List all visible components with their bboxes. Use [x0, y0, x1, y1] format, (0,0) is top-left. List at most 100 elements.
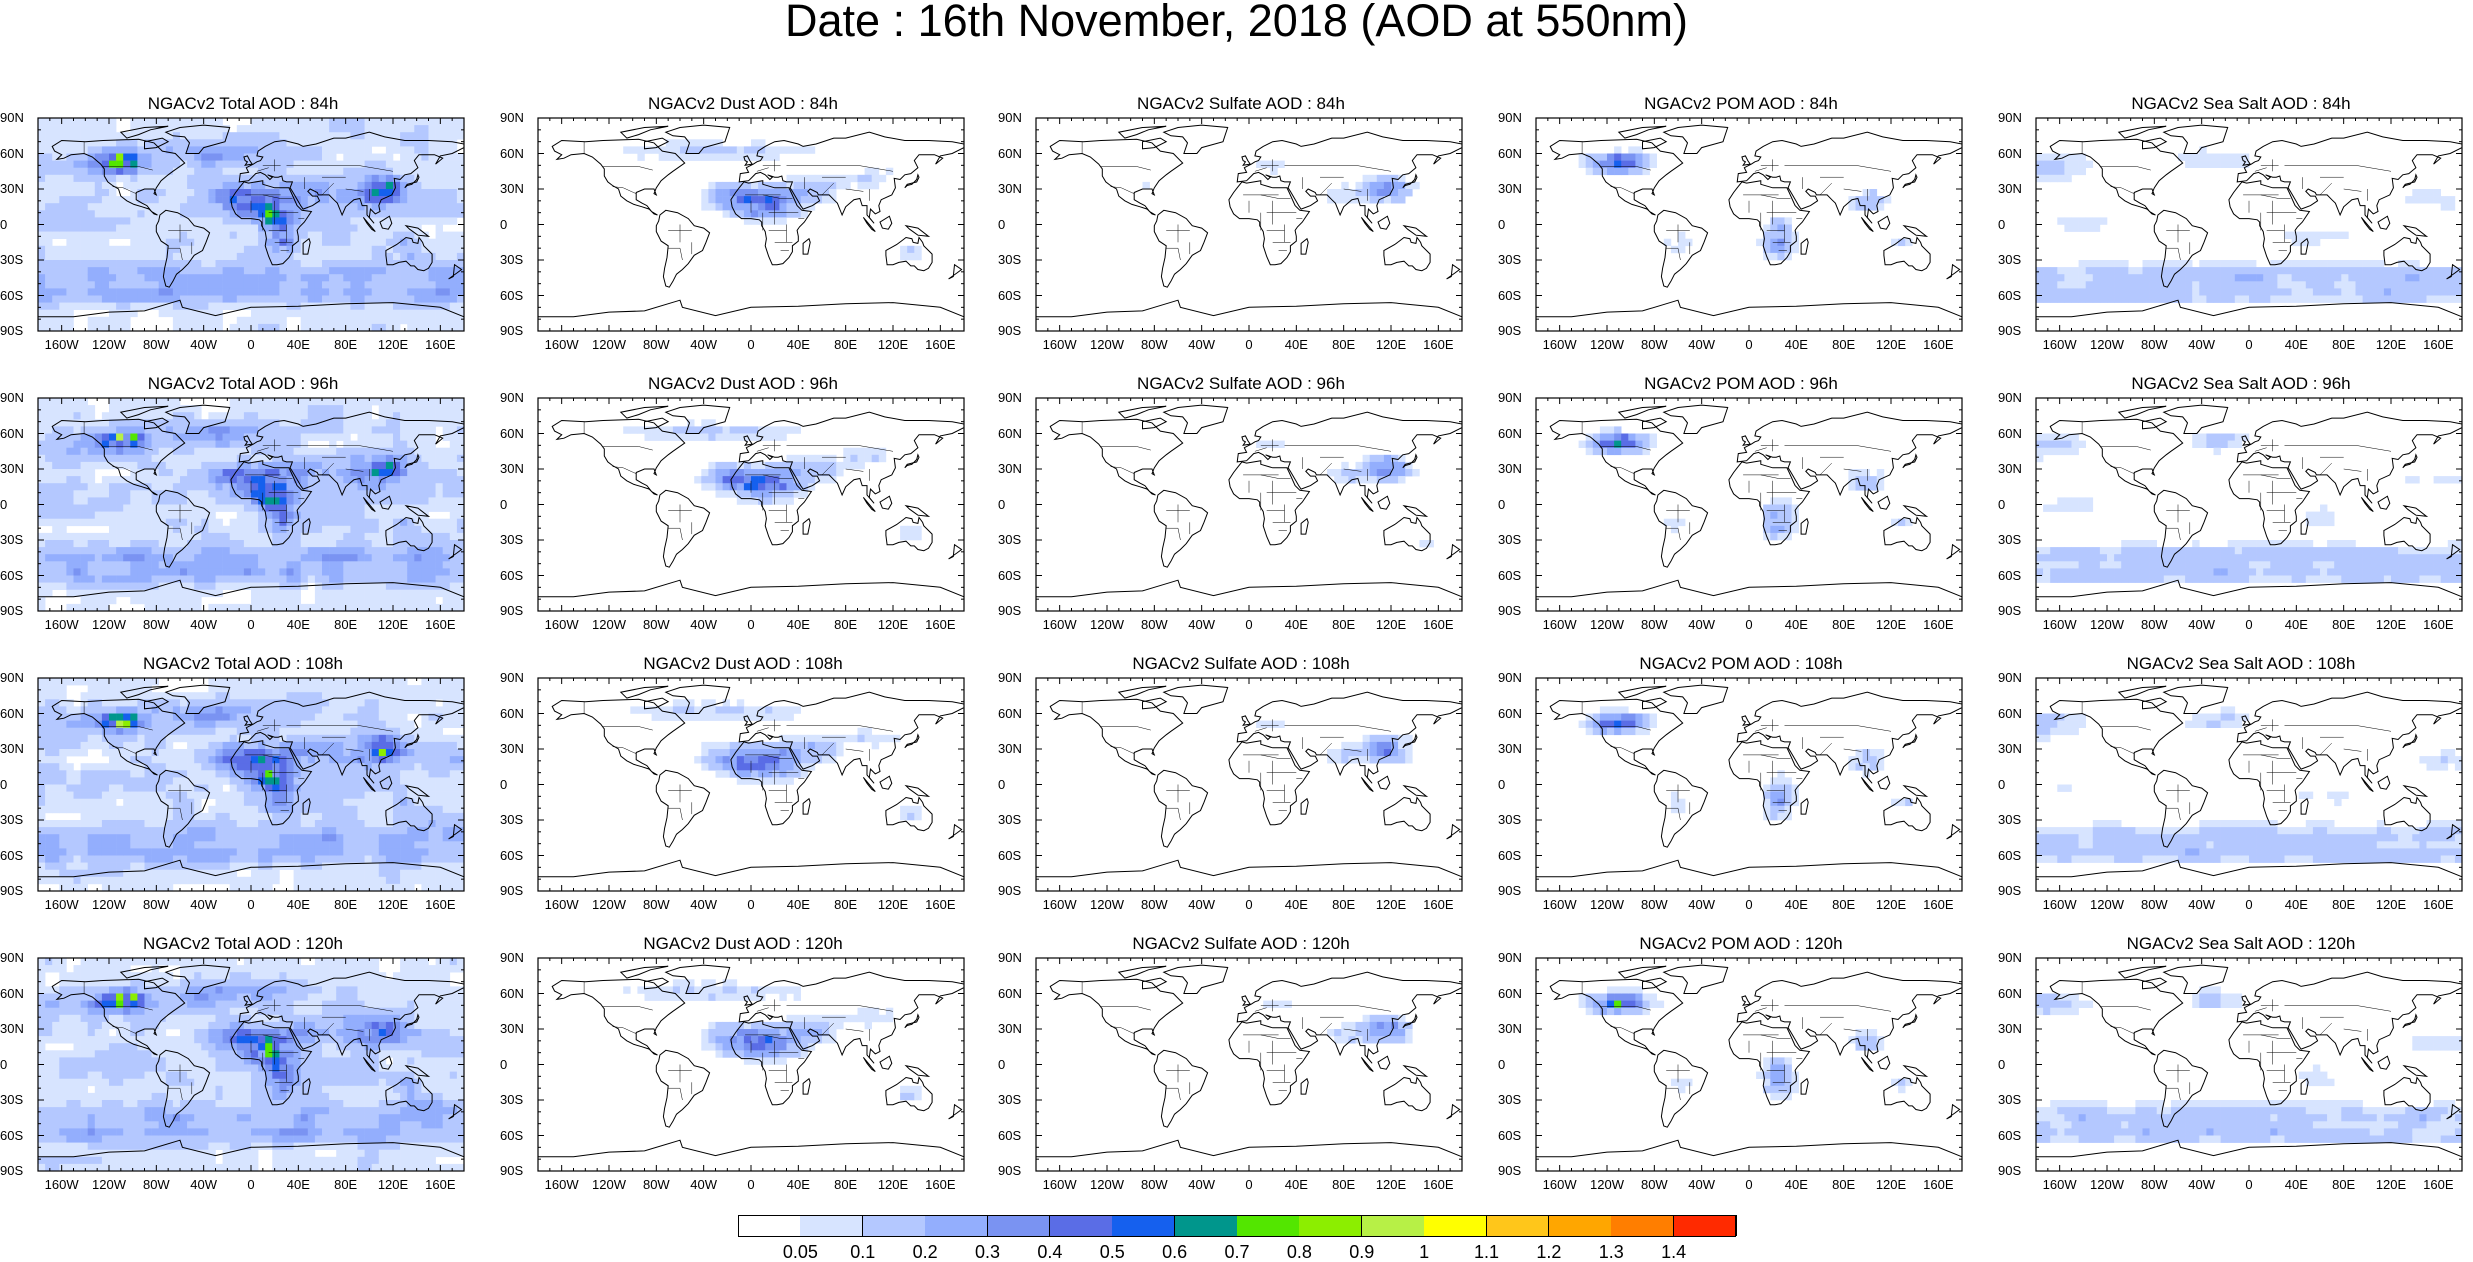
lon-tick-label: 0 — [2245, 1178, 2252, 1192]
lon-tick-label: 40W — [2188, 618, 2215, 632]
colorbar-box — [863, 1215, 926, 1236]
aod-field — [38, 678, 464, 891]
colorbar-box — [1487, 1215, 1550, 1236]
lon-tick-label: 120W — [1590, 1178, 1624, 1192]
lon-tick-label: 80E — [2332, 898, 2355, 912]
lat-tick-label: 60S — [998, 849, 1026, 863]
panel-title: NGACv2 Sulfate AOD : 96h — [1021, 374, 1461, 394]
map-frame — [1036, 398, 1462, 611]
lon-tick-label: 120E — [378, 338, 408, 352]
lon-tick-label: 80E — [2332, 1178, 2355, 1192]
lat-tick-label: 30N — [998, 742, 1026, 756]
lon-tick-label: 160W — [45, 618, 79, 632]
lon-tick-label: 120E — [1876, 898, 1906, 912]
lat-tick-label: 0 — [0, 1058, 28, 1072]
lon-tick-label: 40E — [1285, 898, 1308, 912]
map-plot — [38, 398, 466, 619]
lat-tick-label: 60N — [1498, 707, 1526, 721]
map-plot — [1036, 958, 1464, 1179]
lat-tick-label: 90S — [1998, 1164, 2026, 1178]
lat-tick-label: 90S — [1498, 604, 1526, 618]
lon-tick-label: 80W — [643, 618, 670, 632]
axis-ticks — [1036, 398, 1462, 611]
colorbar-box — [925, 1215, 988, 1236]
lon-tick-label: 120W — [2090, 618, 2124, 632]
lon-tick-label: 160W — [545, 898, 579, 912]
colorbar-label: 0.4 — [1037, 1243, 1062, 1261]
lon-tick-label: 40W — [190, 338, 217, 352]
lon-tick-label: 120W — [92, 618, 126, 632]
lat-tick-label: 30N — [1498, 182, 1526, 196]
aod-field — [2036, 986, 2462, 1143]
lon-tick-label: 0 — [1745, 338, 1752, 352]
colorbar-label: 1.1 — [1474, 1243, 1499, 1261]
aod-field — [2036, 434, 2462, 583]
lon-tick-label: 120E — [878, 618, 908, 632]
lon-tick-label: 120E — [1376, 338, 1406, 352]
lon-tick-label: 80E — [1832, 338, 1855, 352]
lon-tick-label: 160W — [1043, 338, 1077, 352]
lat-tick-label: 60S — [1998, 849, 2026, 863]
lat-tick-label: 90N — [998, 671, 1026, 685]
map-plot — [2036, 398, 2464, 619]
lon-tick-label: 40E — [1785, 338, 1808, 352]
axis-ticks — [1036, 958, 1462, 1171]
lon-tick-label: 40W — [1688, 338, 1715, 352]
aod-field — [623, 419, 922, 540]
map-plot — [1536, 958, 1964, 1179]
lat-tick-label: 60N — [998, 427, 1026, 441]
map-plot — [38, 118, 466, 339]
lon-tick-label: 0 — [1745, 898, 1752, 912]
coastlines — [1036, 685, 1462, 891]
lon-tick-label: 80E — [334, 338, 357, 352]
lon-tick-label: 160E — [1923, 898, 1953, 912]
panel-title: NGACv2 POM AOD : 108h — [1521, 654, 1961, 674]
map-plot — [538, 118, 966, 339]
colorbar-box — [1424, 1215, 1487, 1236]
colorbar-label: 0.7 — [1224, 1243, 1249, 1261]
lon-tick-label: 160W — [1543, 898, 1577, 912]
coastlines — [1036, 965, 1462, 1171]
lat-tick-label: 60S — [500, 569, 528, 583]
lon-tick-label: 80W — [1141, 898, 1168, 912]
lon-tick-label: 120W — [1590, 898, 1624, 912]
lon-tick-label: 0 — [1245, 1178, 1252, 1192]
lat-tick-label: 90N — [998, 391, 1026, 405]
lat-tick-label: 90S — [1498, 1164, 1526, 1178]
lon-tick-label: 160E — [925, 338, 955, 352]
lat-tick-label: 30S — [0, 1093, 28, 1107]
lon-tick-label: 120W — [592, 618, 626, 632]
lat-tick-label: 30S — [500, 813, 528, 827]
lat-tick-label: 30S — [0, 253, 28, 267]
map-plot — [2036, 958, 2464, 1179]
lon-tick-label: 160W — [2043, 1178, 2077, 1192]
lon-tick-label: 0 — [2245, 618, 2252, 632]
lon-tick-label: 40E — [787, 1178, 810, 1192]
axis-ticks — [1036, 118, 1462, 331]
lat-tick-label: 60S — [0, 849, 28, 863]
axis-ticks — [1036, 678, 1462, 891]
lat-tick-label: 90N — [0, 391, 28, 405]
lon-tick-label: 80W — [2141, 1178, 2168, 1192]
lon-tick-label: 40W — [690, 1178, 717, 1192]
lon-tick-label: 80E — [2332, 338, 2355, 352]
lon-tick-label: 160E — [1923, 1178, 1953, 1192]
colorbar-box — [738, 1215, 801, 1236]
lon-tick-label: 80W — [143, 898, 170, 912]
colorbar — [738, 1215, 1736, 1237]
lon-tick-label: 40W — [1688, 618, 1715, 632]
lon-tick-label: 160E — [425, 898, 455, 912]
lon-tick-label: 80W — [2141, 898, 2168, 912]
lon-tick-label: 80E — [834, 1178, 857, 1192]
aod-field — [1143, 161, 1420, 204]
map-plot — [2036, 118, 2464, 339]
lon-tick-label: 80E — [1332, 1178, 1355, 1192]
lat-tick-label: 90N — [500, 951, 528, 965]
lat-tick-label: 60N — [0, 707, 28, 721]
panel-title: NGACv2 POM AOD : 120h — [1521, 934, 1961, 954]
lon-tick-label: 0 — [1245, 618, 1252, 632]
lon-tick-label: 80W — [1641, 618, 1668, 632]
